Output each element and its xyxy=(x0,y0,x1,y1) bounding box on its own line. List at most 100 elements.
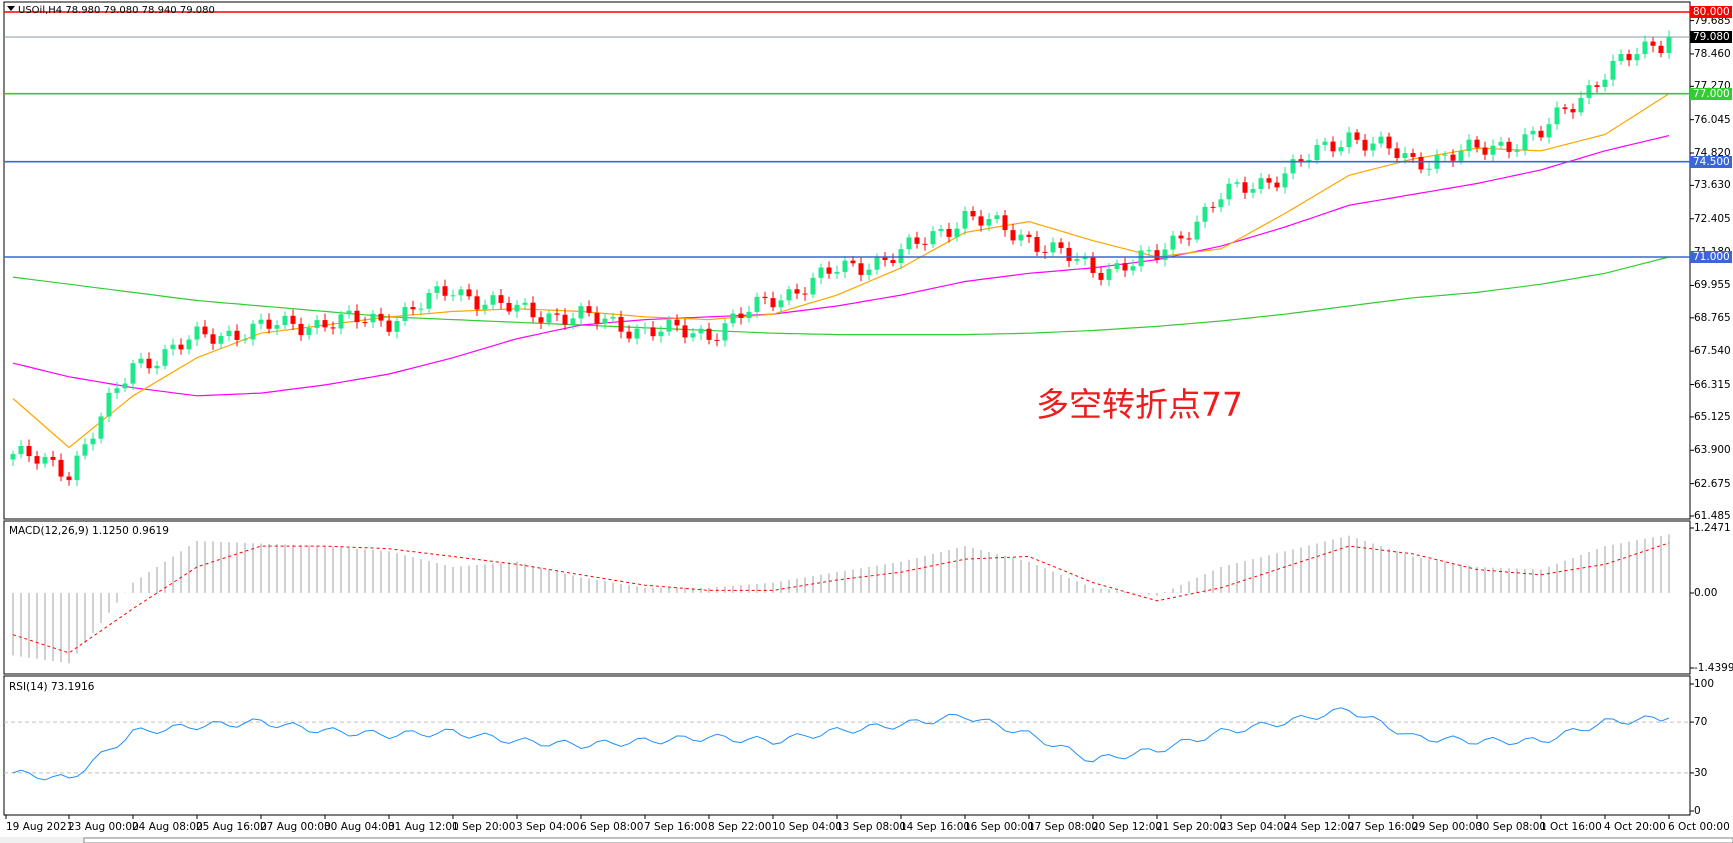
candle-body xyxy=(898,249,904,264)
candle-body xyxy=(802,293,808,295)
candle-body xyxy=(1202,206,1208,222)
candle-body xyxy=(594,312,600,324)
time-axis-label: 23 Aug 00:00 xyxy=(68,821,139,833)
candle-body xyxy=(330,327,336,329)
candle-body xyxy=(90,438,96,445)
price-tick-label: 67.540 xyxy=(1694,345,1731,358)
candle-body xyxy=(1034,236,1040,252)
candle-body xyxy=(1162,249,1168,260)
price-line-tag: 80.000 xyxy=(1690,6,1732,18)
candle-body xyxy=(1234,182,1240,184)
candle-body xyxy=(882,257,888,261)
candle-body xyxy=(210,334,216,344)
candle-body xyxy=(282,315,288,326)
candle-body xyxy=(1562,107,1568,110)
candle-body xyxy=(658,331,664,337)
candle-body xyxy=(474,296,480,310)
candle-body xyxy=(66,476,72,481)
candle-body xyxy=(426,292,432,309)
candle-body xyxy=(962,210,968,229)
candle-body xyxy=(186,339,192,350)
time-axis-label: 1 Oct 16:00 xyxy=(1540,821,1602,833)
candle-body xyxy=(50,456,56,460)
candle-body xyxy=(1290,159,1296,174)
candle-body xyxy=(1642,41,1648,55)
candle-body xyxy=(1418,156,1424,170)
candle-body xyxy=(194,326,200,340)
candle-body xyxy=(1130,266,1136,271)
candle-body xyxy=(570,318,576,325)
price-tick-label: 62.675 xyxy=(1694,477,1731,490)
candle-body xyxy=(106,392,112,417)
candle-body xyxy=(674,319,680,326)
candle-body xyxy=(1106,268,1112,280)
candle-body xyxy=(698,328,704,334)
macd-tick-label: 0.00 xyxy=(1694,587,1718,599)
candle-body xyxy=(1482,147,1488,155)
candle-body xyxy=(306,327,312,336)
chart-title: USOil,H4 78.980 79.080 78.940 79.080 xyxy=(18,5,215,16)
candle-body xyxy=(1138,250,1144,267)
time-axis-label: 8 Sep 22:00 xyxy=(708,821,772,833)
candle-body xyxy=(1450,154,1456,161)
time-axis-label: 25 Aug 16:00 xyxy=(196,821,267,833)
candle-body xyxy=(794,289,800,294)
candle-body xyxy=(1338,147,1344,152)
candle-body xyxy=(74,455,80,481)
rsi-tick-label: 0 xyxy=(1694,805,1701,817)
ma-mid-line xyxy=(12,135,1670,397)
price-tick-label: 78.460 xyxy=(1694,47,1731,60)
price-tick-label: 61.485 xyxy=(1694,510,1731,522)
candle-body xyxy=(690,333,696,338)
candle-body xyxy=(666,319,672,332)
candle-body xyxy=(122,383,128,389)
candle-body xyxy=(98,416,104,439)
candle-body xyxy=(138,358,144,364)
candle-body xyxy=(154,365,160,369)
candle-body xyxy=(1194,221,1200,240)
time-axis-label: 31 Aug 12:00 xyxy=(388,821,459,833)
candle-body xyxy=(1650,41,1656,46)
candle-body xyxy=(498,295,504,303)
time-axis-label: 13 Sep 08:00 xyxy=(836,821,907,833)
candle-body xyxy=(738,313,744,319)
collapse-triangle-icon xyxy=(7,6,15,11)
time-axis-label: 6 Oct 00:00 xyxy=(1668,821,1730,833)
candle-body xyxy=(354,310,360,323)
candle-body xyxy=(1474,139,1480,148)
candle-body xyxy=(1498,141,1504,146)
candle-body xyxy=(786,289,792,301)
candle-body xyxy=(1298,159,1304,163)
candle-body xyxy=(826,267,832,274)
candle-body xyxy=(714,339,720,341)
candle-body xyxy=(626,331,632,339)
candle-body xyxy=(1546,124,1552,138)
candle-body xyxy=(434,286,440,293)
candle-body xyxy=(682,325,688,338)
candle-body xyxy=(938,229,944,232)
candle-body xyxy=(1218,199,1224,208)
candle-body xyxy=(1058,242,1064,248)
candle-body xyxy=(1346,132,1352,148)
candle-body xyxy=(1522,134,1528,151)
candle-body xyxy=(610,316,616,319)
candle-body xyxy=(1026,234,1032,237)
candle-body xyxy=(442,286,448,296)
candle-body xyxy=(1594,85,1600,87)
candle-body xyxy=(178,344,184,350)
candle-body xyxy=(218,335,224,344)
candle-body xyxy=(114,388,120,393)
candle-body xyxy=(866,269,872,275)
rsi-title: RSI(14) 73.1916 xyxy=(9,681,95,693)
time-axis-label: 1 Sep 20:00 xyxy=(452,821,516,833)
candle-body xyxy=(506,302,512,312)
candle-body xyxy=(466,289,472,297)
candle-body xyxy=(834,271,840,274)
price-tick-label: 68.765 xyxy=(1694,311,1731,324)
time-axis-label: 4 Oct 20:00 xyxy=(1604,821,1666,833)
candle-body xyxy=(482,304,488,310)
candle-body xyxy=(146,358,152,369)
candle-body xyxy=(538,317,544,323)
candle-body xyxy=(906,237,912,250)
candle-body xyxy=(234,330,240,340)
